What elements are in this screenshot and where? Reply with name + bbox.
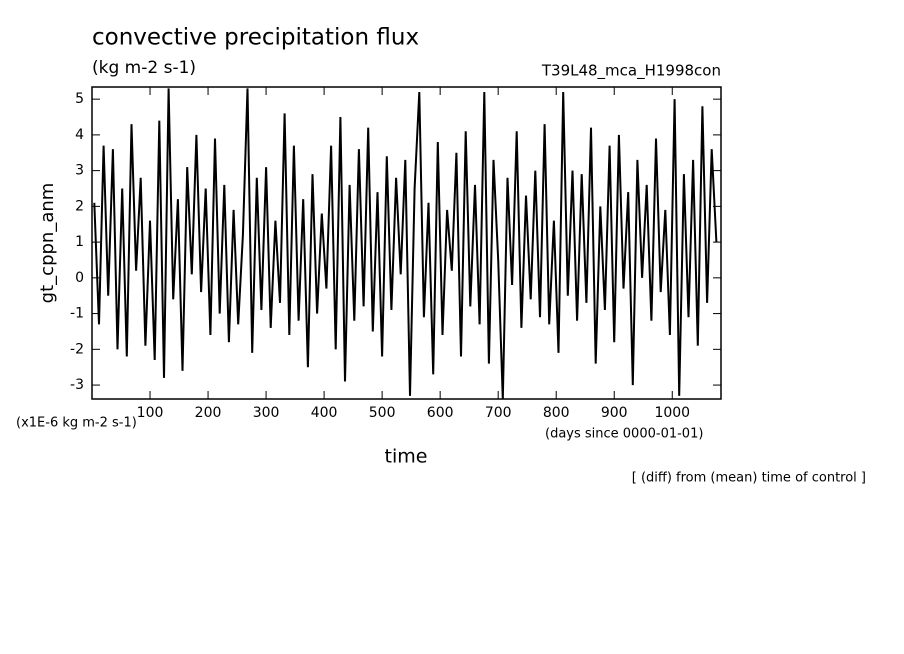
plot-frame bbox=[91, 86, 722, 400]
x-tick-label: 700 bbox=[485, 405, 512, 421]
y-tick-label: 2 bbox=[75, 198, 84, 214]
y-tick-label: 1 bbox=[75, 234, 84, 250]
x-tick-label: 500 bbox=[369, 405, 396, 421]
y-tick-label: 4 bbox=[75, 127, 84, 143]
y-tick-label: 0 bbox=[75, 270, 84, 286]
x-tick-label: 900 bbox=[601, 405, 628, 421]
y-unit: (x1E-6 kg m-2 s-1) bbox=[16, 416, 137, 431]
y-tick-label: -3 bbox=[70, 377, 84, 393]
x-tick-label: 200 bbox=[195, 405, 222, 421]
note: [ (diff) from (mean) time of control ] bbox=[632, 471, 866, 486]
y-tick-label: 3 bbox=[75, 163, 84, 179]
x-axis-label: time bbox=[385, 446, 428, 468]
chart-subtitle: (kg m-2 s-1) bbox=[92, 58, 196, 78]
run-label: T39L48_mca_H1998con bbox=[541, 62, 721, 81]
x-tick-label: 1000 bbox=[654, 405, 690, 421]
x-tick-label: 800 bbox=[543, 405, 570, 421]
y-tick-label: 5 bbox=[75, 91, 84, 107]
chart-title: convective precipitation flux bbox=[92, 25, 419, 51]
x-tick-label: 400 bbox=[311, 405, 338, 421]
y-tick-label: -1 bbox=[70, 306, 84, 322]
y-axis-label: gt_cppn_anm bbox=[37, 183, 58, 304]
x-tick-label: 100 bbox=[137, 405, 164, 421]
y-tick-label: -2 bbox=[70, 341, 84, 357]
data-line bbox=[93, 88, 718, 400]
x-tick-label: 600 bbox=[427, 405, 454, 421]
x-unit: (days since 0000-01-01) bbox=[545, 427, 703, 442]
x-tick-label: 300 bbox=[253, 405, 280, 421]
